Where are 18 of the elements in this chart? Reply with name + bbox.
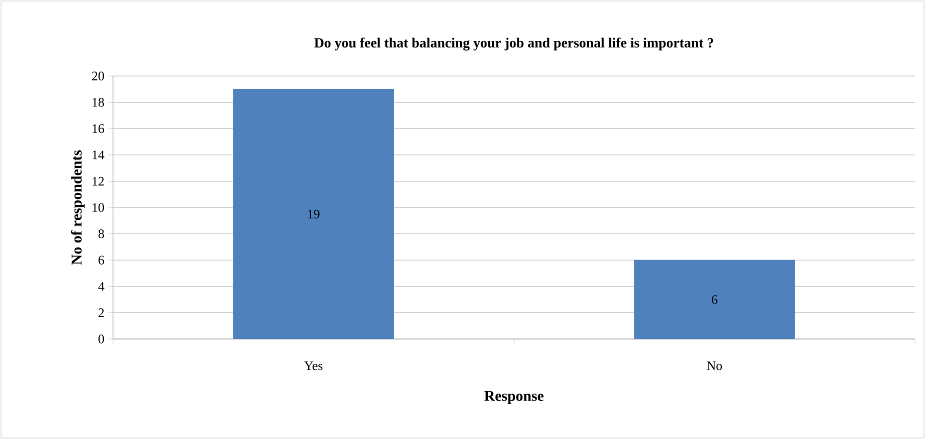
- y-tick-label: 8: [98, 229, 104, 238]
- y-tick-label: 16: [92, 124, 104, 133]
- x-tick-label: Yes: [304, 362, 322, 370]
- y-tick-label: 18: [92, 98, 104, 107]
- data-label: 19: [308, 210, 320, 218]
- y-tick-label: 6: [98, 256, 104, 264]
- y-tick-label: 20: [92, 72, 104, 80]
- y-tick-label: 2: [98, 308, 104, 317]
- y-tick-label: 12: [92, 176, 104, 186]
- y-tick-label: 10: [92, 203, 104, 212]
- y-tick-label: 0: [98, 334, 104, 344]
- x-axis-title: Response: [484, 390, 544, 404]
- data-label: 6: [712, 295, 718, 304]
- y-tick-label: 14: [92, 150, 104, 160]
- y-tick-label: 4: [98, 282, 104, 291]
- chart-title: Do you feel that balancing your job and personal life is important ?: [314, 38, 714, 50]
- y-axis-title: No of respondents: [70, 150, 85, 265]
- x-tick-label: No: [706, 362, 722, 370]
